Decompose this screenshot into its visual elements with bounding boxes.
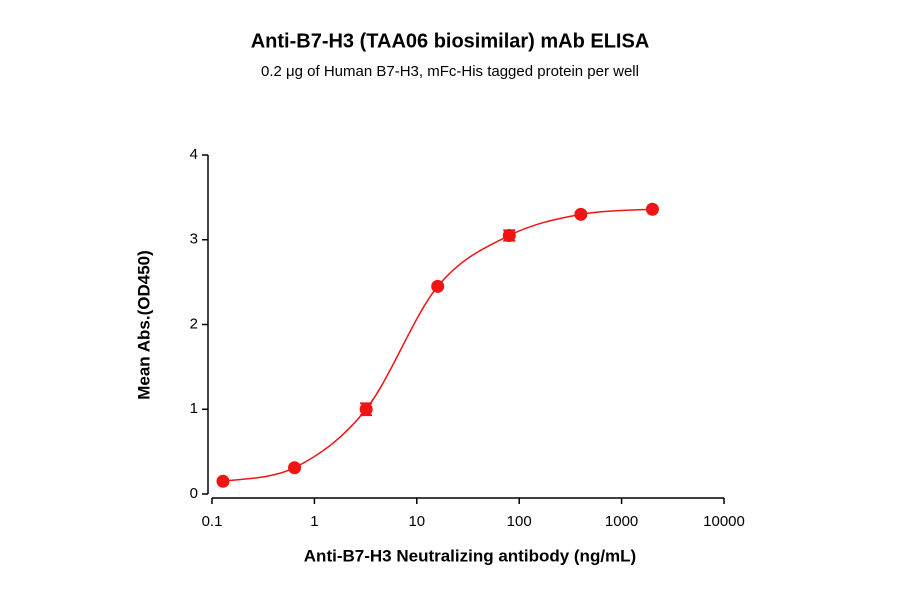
data-point xyxy=(288,461,302,475)
x-tick-label: 100 xyxy=(507,513,532,530)
y-tick-label: 2 xyxy=(190,315,198,332)
data-point xyxy=(574,207,588,221)
data-point xyxy=(216,474,230,488)
y-tick-label: 3 xyxy=(190,231,198,248)
x-tick-label: 10 xyxy=(408,513,425,530)
x-tick-label: 10000 xyxy=(703,513,745,530)
x-tick-label: 1 xyxy=(310,513,318,530)
y-tick-label: 1 xyxy=(190,400,198,417)
data-point xyxy=(431,279,445,293)
fit-curve xyxy=(222,208,653,483)
y-tick-label: 0 xyxy=(190,485,198,502)
y-axis-label: Mean Abs.(OD450) xyxy=(134,250,153,400)
y-tick-label: 4 xyxy=(190,146,198,163)
data-point xyxy=(502,229,516,243)
x-axis-label: Anti-B7-H3 Neutralizing antibody (ng/mL) xyxy=(304,546,636,565)
data-point xyxy=(645,202,659,216)
x-tick-label: 1000 xyxy=(605,513,638,530)
x-tick-label: 0.1 xyxy=(202,513,223,530)
chart-title: Anti-B7-H3 (TAA06 biosimilar) mAb ELISA xyxy=(251,30,650,52)
data-point xyxy=(359,402,373,416)
chart-subtitle: 0.2 μg of Human B7-H3, mFc-His tagged pr… xyxy=(261,63,639,80)
